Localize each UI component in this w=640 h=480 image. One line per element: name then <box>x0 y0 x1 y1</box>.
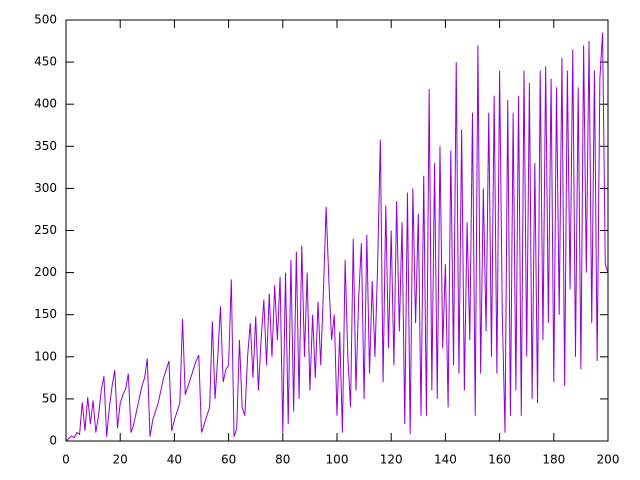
x-tick-label: 60 <box>221 453 236 467</box>
x-tick-label: 0 <box>62 453 70 467</box>
x-tick-label: 160 <box>488 453 511 467</box>
y-tick-label: 50 <box>42 391 57 405</box>
plot-frame <box>65 19 609 442</box>
x-tick-label: 180 <box>542 453 565 467</box>
x-tick-label: 20 <box>113 453 128 467</box>
x-tick-label: 80 <box>275 453 290 467</box>
y-tick-label: 350 <box>34 139 57 153</box>
x-tick-label: 140 <box>434 453 457 467</box>
y-tick-label: 0 <box>49 434 57 448</box>
y-tick-label: 450 <box>34 55 57 69</box>
y-tick-label: 500 <box>34 13 57 27</box>
y-tick-label: 300 <box>34 181 57 195</box>
x-tick-label: 100 <box>326 453 349 467</box>
x-tick-label: 200 <box>597 453 620 467</box>
x-tick-label: 120 <box>380 453 403 467</box>
data-line <box>65 32 609 442</box>
x-tick-label: 40 <box>167 453 182 467</box>
y-tick-label: 150 <box>34 307 57 321</box>
y-tick-label: 100 <box>34 349 57 363</box>
y-tick-label: 400 <box>34 97 57 111</box>
y-tick-label: 250 <box>34 223 57 237</box>
y-tick-label: 200 <box>34 265 57 279</box>
